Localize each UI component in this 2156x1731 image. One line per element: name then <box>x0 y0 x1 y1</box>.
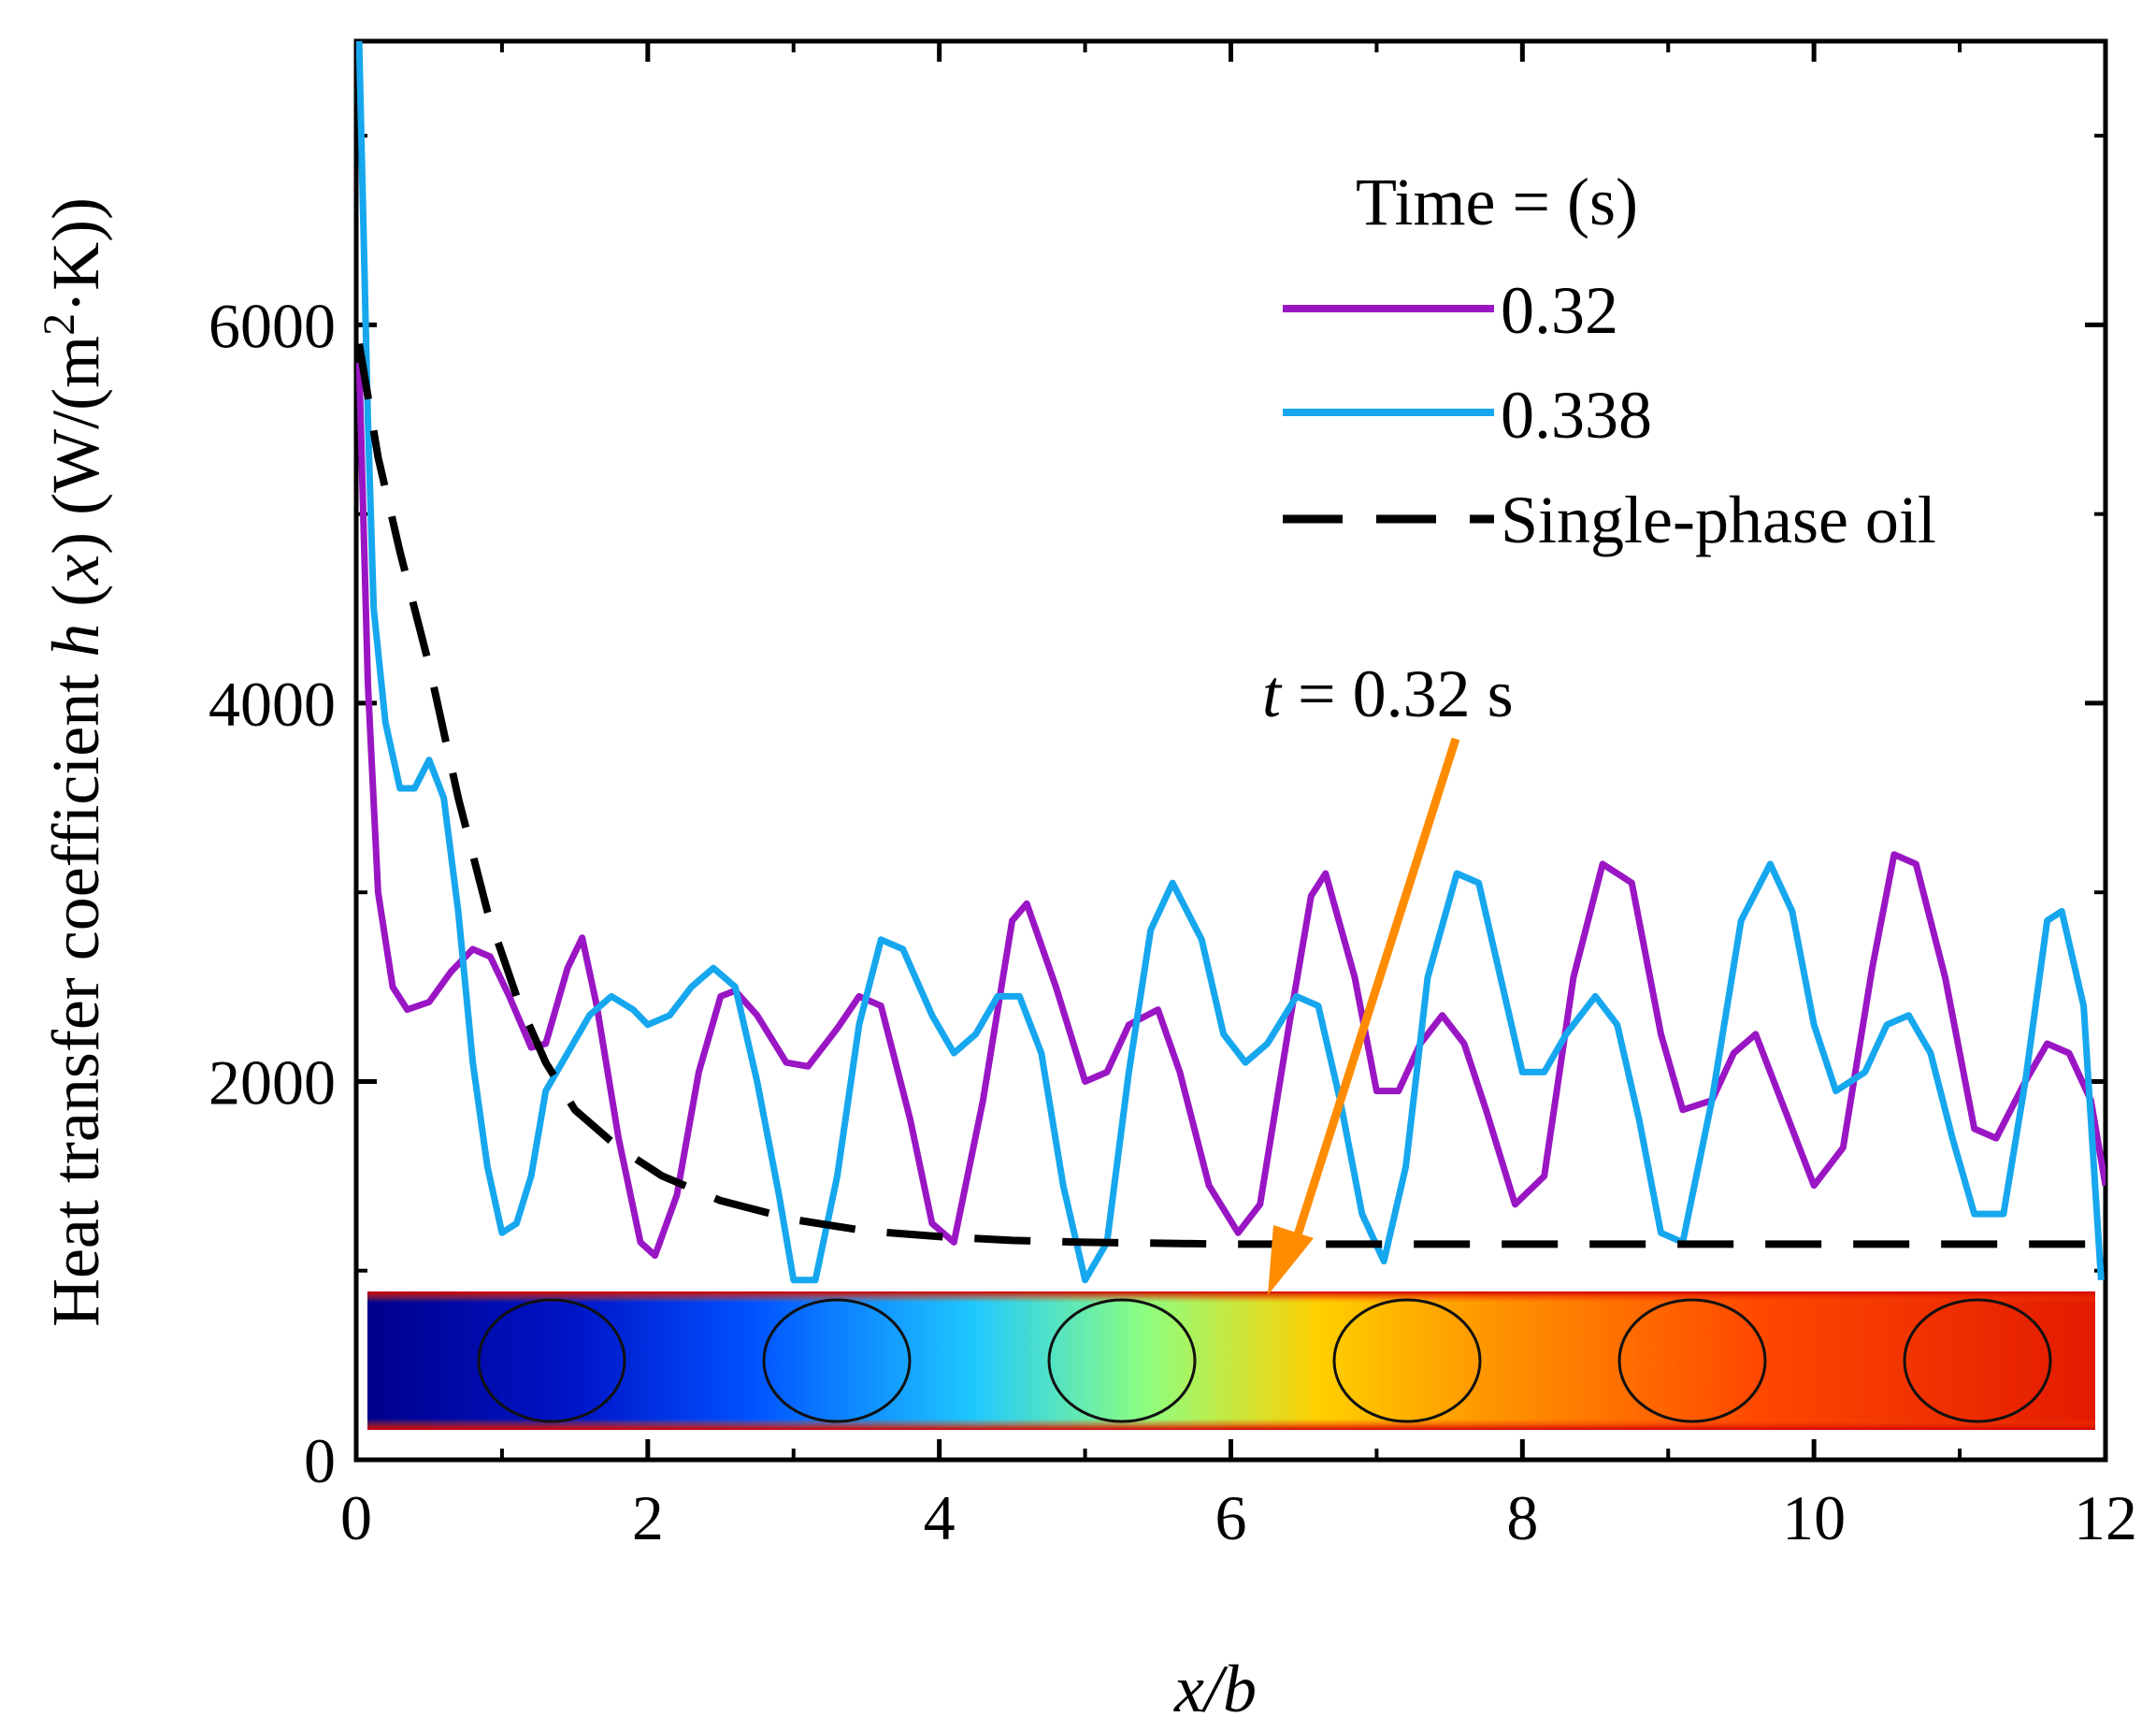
x-tick-label: 6 <box>1215 1482 1247 1553</box>
inset-walls <box>367 1291 2095 1430</box>
series-line-0.32 <box>356 362 2106 1260</box>
annotation-arrowhead <box>1268 1225 1314 1295</box>
inset-bubble-outline <box>1047 1298 1197 1423</box>
y-tick-label: 2000 <box>208 1046 336 1118</box>
x-tick-label: 12 <box>2074 1482 2137 1553</box>
y-tick-label: 6000 <box>208 290 336 361</box>
legend-label-single-phase-oil: Single-phase oil <box>1501 483 1936 557</box>
x-axis-title: x/b <box>1173 1652 1257 1726</box>
legend-label-0.338: 0.338 <box>1501 378 1652 453</box>
inset-bubble-outline <box>477 1298 626 1423</box>
inset-bubble-outline <box>1617 1298 1767 1423</box>
legend: Time = (s) 0.32 0.338 Single-phase oil <box>1283 165 1936 557</box>
legend-title: Time = (s) <box>1356 165 1638 239</box>
x-tick-label: 0 <box>340 1482 372 1553</box>
annotation-text: t = 0.32 s <box>1262 656 1514 731</box>
y-tick-label: 0 <box>304 1425 336 1496</box>
x-tick-label: 10 <box>1782 1482 1846 1553</box>
series-line-single-phase-oil <box>356 342 2106 1248</box>
series-layer <box>356 41 2106 1284</box>
y-axis-title: Heat transfer coefficient h (x) (W/(m2·K… <box>35 197 114 1327</box>
x-tick-label: 8 <box>1506 1482 1538 1553</box>
legend-label-0.32: 0.32 <box>1501 273 1618 348</box>
series-line-0.338 <box>356 41 2105 1284</box>
inset-bubble-outline <box>1332 1298 1482 1423</box>
temperature-contour-inset <box>367 1291 2095 1430</box>
axis-ticks <box>353 41 2108 1463</box>
inset-bubble-outline <box>762 1298 912 1423</box>
x-tick-label: 2 <box>632 1482 664 1553</box>
y-tick-label: 4000 <box>208 669 336 740</box>
inset-bubble-outline <box>1903 1298 2052 1423</box>
plot-frame <box>353 38 2108 1463</box>
inset-bubbles <box>477 1298 2052 1423</box>
x-tick-label: 4 <box>924 1482 956 1553</box>
annotation-arrow <box>1290 737 1460 1246</box>
x-tick-labels: 0 2 4 6 8 10 12 <box>340 1482 2137 1553</box>
time-annotation: t = 0.32 s <box>1262 656 1514 1295</box>
y-tick-labels: 0 2000 4000 6000 <box>208 290 336 1496</box>
